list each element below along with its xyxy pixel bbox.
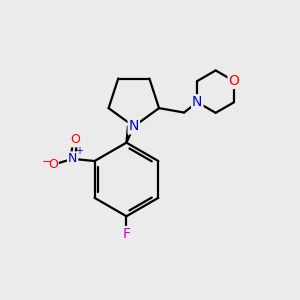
Text: O: O	[70, 134, 80, 146]
Text: O: O	[229, 74, 239, 88]
Text: −: −	[42, 157, 51, 167]
Text: N: N	[68, 152, 77, 165]
Text: +: +	[75, 146, 83, 157]
Text: N: N	[129, 119, 139, 134]
Text: F: F	[122, 227, 130, 241]
Text: N: N	[192, 95, 202, 109]
Text: O: O	[48, 158, 58, 171]
